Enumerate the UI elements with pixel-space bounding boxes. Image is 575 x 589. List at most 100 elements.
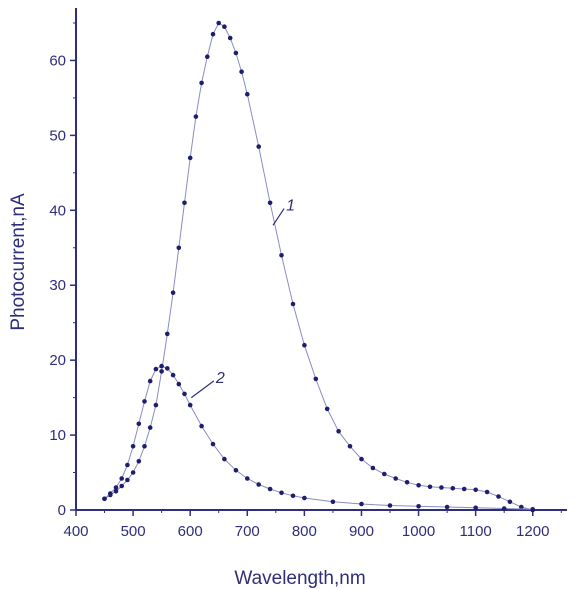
data-point — [359, 456, 364, 462]
data-point — [142, 444, 147, 449]
arrow-line — [272, 208, 285, 226]
data-point — [119, 483, 124, 489]
data-point — [165, 331, 170, 337]
x-tick-label: 600 — [178, 523, 203, 540]
data-point — [136, 459, 142, 464]
data-point — [159, 369, 164, 374]
data-point — [216, 20, 221, 26]
data-point — [222, 24, 227, 30]
data-point — [102, 496, 107, 502]
y-tick-label: 30 — [49, 277, 66, 294]
data-point — [302, 495, 307, 501]
data-point — [142, 399, 147, 404]
data-point — [130, 470, 136, 475]
data-point — [182, 391, 187, 397]
data-point — [176, 245, 182, 251]
data-point — [125, 477, 130, 483]
y-tick-label: 0 — [58, 502, 66, 519]
data-point — [359, 501, 364, 507]
annotations: 12 — [190, 198, 295, 399]
data-point — [210, 31, 216, 37]
data-point — [165, 366, 170, 371]
data-point — [279, 253, 284, 258]
data-point — [187, 155, 193, 161]
data-point — [199, 80, 204, 86]
data-point — [245, 91, 250, 97]
data-point — [227, 35, 233, 41]
data-point — [136, 421, 142, 427]
curve-label-2: 2 — [190, 370, 225, 399]
data-point — [119, 476, 124, 481]
data-point — [125, 462, 130, 468]
series-layer — [102, 20, 535, 513]
data-point — [147, 378, 153, 384]
data-point — [416, 504, 421, 509]
data-point — [239, 69, 244, 74]
data-point — [461, 486, 467, 492]
data-point — [205, 54, 210, 59]
data-point — [113, 485, 119, 490]
x-tick-label: 700 — [235, 523, 260, 540]
series-line — [104, 22, 533, 511]
data-point — [193, 114, 199, 119]
data-point — [290, 493, 296, 499]
series-line — [104, 365, 533, 510]
axes: 400 500 600 700 800 900 1000 1100 1200 0 10 20 30 40 5… — [49, 8, 567, 540]
y-tick-label: 10 — [49, 427, 66, 444]
data-point — [501, 506, 507, 511]
series-2 — [102, 363, 535, 512]
x-tick-label: 500 — [121, 523, 146, 540]
data-point — [256, 482, 262, 487]
data-point — [507, 499, 513, 505]
data-point — [108, 491, 113, 496]
y-tick-label: 40 — [49, 202, 66, 219]
data-point — [416, 483, 421, 488]
data-point — [256, 144, 262, 149]
data-point — [170, 372, 176, 378]
data-point — [182, 200, 187, 206]
data-point — [393, 476, 399, 481]
data-point — [324, 406, 330, 412]
data-point — [519, 504, 524, 510]
x-tick-label: 400 — [63, 523, 88, 540]
series-1 — [102, 20, 535, 513]
data-point — [222, 456, 227, 462]
arrow-line — [190, 380, 215, 399]
data-point — [427, 484, 433, 490]
x-tick-label: 800 — [292, 523, 317, 540]
data-point — [170, 290, 176, 296]
data-point — [245, 476, 250, 481]
data-point — [450, 486, 456, 491]
data-point — [444, 504, 450, 510]
data-point — [267, 200, 273, 206]
data-point — [404, 480, 410, 485]
data-point — [530, 507, 535, 512]
y-tick-label: 60 — [49, 52, 66, 69]
curve-label-text: 2 — [215, 370, 225, 387]
data-point — [147, 425, 153, 430]
data-point — [347, 444, 353, 449]
x-tick-label: 1100 — [460, 523, 492, 540]
data-point — [113, 489, 119, 494]
data-point — [130, 444, 136, 449]
x-axis-title: Wavelength,nm — [234, 568, 365, 589]
data-point — [313, 376, 319, 382]
data-point — [159, 363, 164, 369]
curve-label-text: 1 — [286, 198, 295, 215]
data-point — [267, 486, 273, 492]
y-axis-title: Photocurrent,nA — [8, 193, 29, 331]
data-point — [370, 465, 376, 471]
y-tick-label: 20 — [49, 352, 66, 369]
data-point — [473, 505, 479, 511]
y-tick-label: 50 — [49, 127, 66, 144]
data-point — [233, 50, 239, 56]
data-point — [199, 423, 204, 429]
curve-label-1: 1 — [272, 198, 295, 226]
x-tick-label: 1200 — [516, 523, 549, 540]
x-tick-label: 900 — [349, 523, 374, 540]
x-tick-label: 1000 — [402, 523, 435, 540]
data-point — [439, 485, 444, 490]
data-point — [153, 402, 159, 408]
data-point — [330, 499, 336, 505]
